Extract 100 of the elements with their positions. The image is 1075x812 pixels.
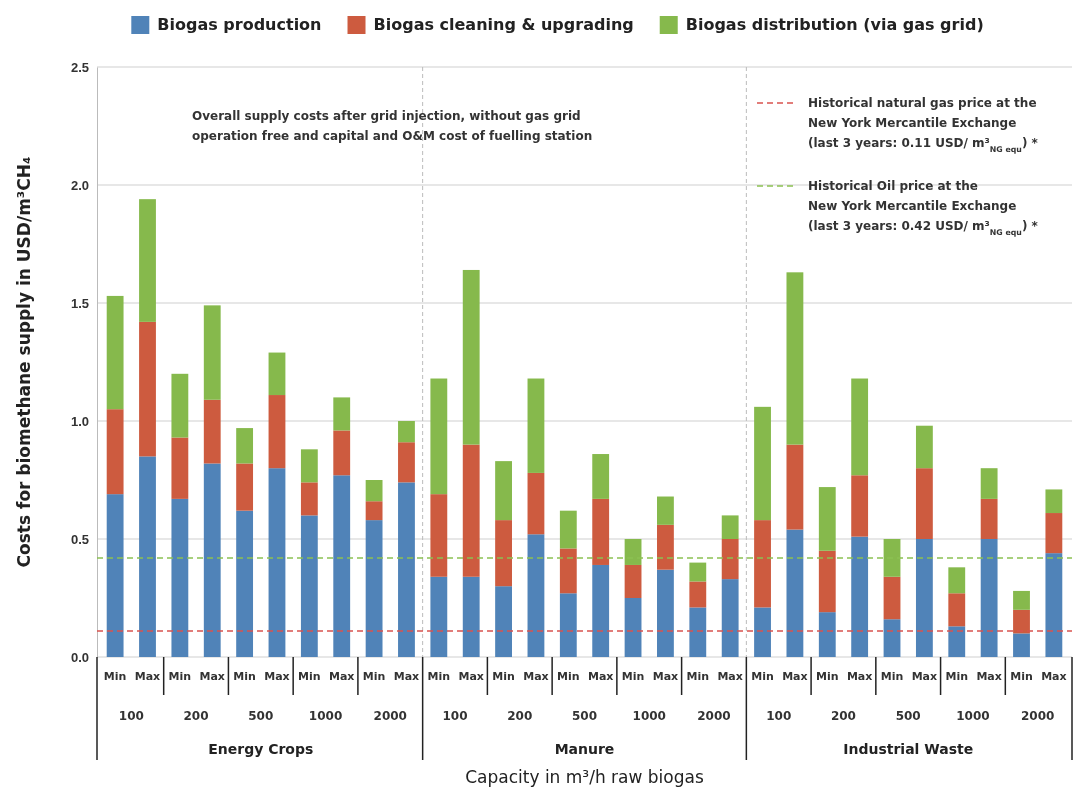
bar [495,461,512,521]
bar [268,395,286,469]
bar [1045,553,1063,657]
text: 100 [766,709,792,723]
x-tick-label: Min [1010,670,1033,683]
x-tick-label: Min [427,670,451,683]
x-tick-label: Max [328,670,355,683]
x-tick-label: Min [945,670,969,683]
bar [365,520,383,657]
x-tick-label: Max [652,670,679,683]
bar [527,378,545,473]
x-tick-label: Min [362,670,386,683]
bar [883,576,901,620]
bar [236,510,254,657]
bar [948,626,966,657]
bar [300,449,318,483]
text: 500 [895,709,921,723]
bar [948,567,966,594]
bar [592,454,610,499]
x-tick-label: Min [880,670,904,683]
bar [398,442,415,483]
y-axis-title: Costs for biomethane supply in USD/m³CH₄ [14,156,34,568]
bar [624,598,642,657]
bar [1045,513,1063,554]
bar [236,428,254,464]
bar [430,494,448,577]
legend-label: Biogas production [157,15,322,34]
x-tick-label: Min [751,670,774,683]
text: 100 [118,709,144,723]
bar [754,607,771,657]
x-tick-label: Min [621,670,645,683]
bar [462,576,480,657]
bar [915,468,933,539]
bar [236,463,254,511]
text: 500 [248,709,274,723]
bar [398,421,415,443]
y-tick-label: 1.0 [70,413,89,429]
bar [851,378,869,476]
x-tick-label: Max [134,670,161,683]
bar [915,539,933,657]
bar [786,529,804,657]
x-tick-label: Max [393,670,420,683]
bar [430,378,448,495]
bar [527,472,545,535]
x-tick-label: Max [911,670,938,683]
bar [980,468,998,499]
text: Industrial Waste [843,741,974,757]
text: 1000 [956,709,990,723]
bar [398,482,415,657]
bar [915,425,933,469]
x-tick-label: Min [298,670,321,683]
bar [786,272,804,445]
y-tick-label: 1.5 [70,295,89,311]
x-tick-label: Max [523,670,549,683]
text: 500 [571,709,598,723]
bar [721,539,739,580]
bar [268,352,286,396]
text: 200 [830,709,856,723]
bar [106,494,124,657]
bar [851,475,869,537]
bar [624,564,642,598]
x-tick-label: Min [233,670,256,683]
text: 2000 [697,709,731,723]
x-tick-label: Max [976,670,1002,683]
legend-label: Historical natural gas price at the New York Mercantile Exchange (last 3 years: 0.11 USD/ m³$_{NG equ}$) * [808,96,1039,154]
bar [689,581,707,608]
text: 100 [442,709,468,723]
text: 200 [507,709,533,723]
bar [268,468,286,657]
text: 1000 [632,709,666,723]
x-tick-label: Max [587,670,614,683]
bar [333,475,351,657]
legend-label: Biogas cleaning & upgrading [373,15,634,34]
bar [106,409,124,495]
bar [333,430,351,476]
bar [948,593,966,627]
bar [592,564,610,657]
bar [462,269,480,445]
bar [818,550,836,613]
bar [754,520,771,608]
bar [851,536,869,657]
bar [171,498,189,657]
bar [203,399,221,464]
bar [106,295,124,410]
x-tick-label: Max [1041,670,1067,683]
bar [495,586,512,657]
annotation: Overall supply costs after grid injection, without gas grid operation free and capital and O&M cost of fuelling station [192,109,593,143]
x-tick-label: Max [846,670,873,683]
bar [559,510,577,549]
bar [689,562,707,582]
bar [980,498,998,539]
y-tick-label: 0.0 [70,649,89,665]
x-tick-label: Max [458,670,484,683]
bar [171,437,189,499]
bar [495,520,512,587]
bar [721,579,739,657]
text: 200 [183,709,209,723]
bar [559,548,577,594]
bar [171,373,189,438]
x-tick-label: Min [557,670,580,683]
